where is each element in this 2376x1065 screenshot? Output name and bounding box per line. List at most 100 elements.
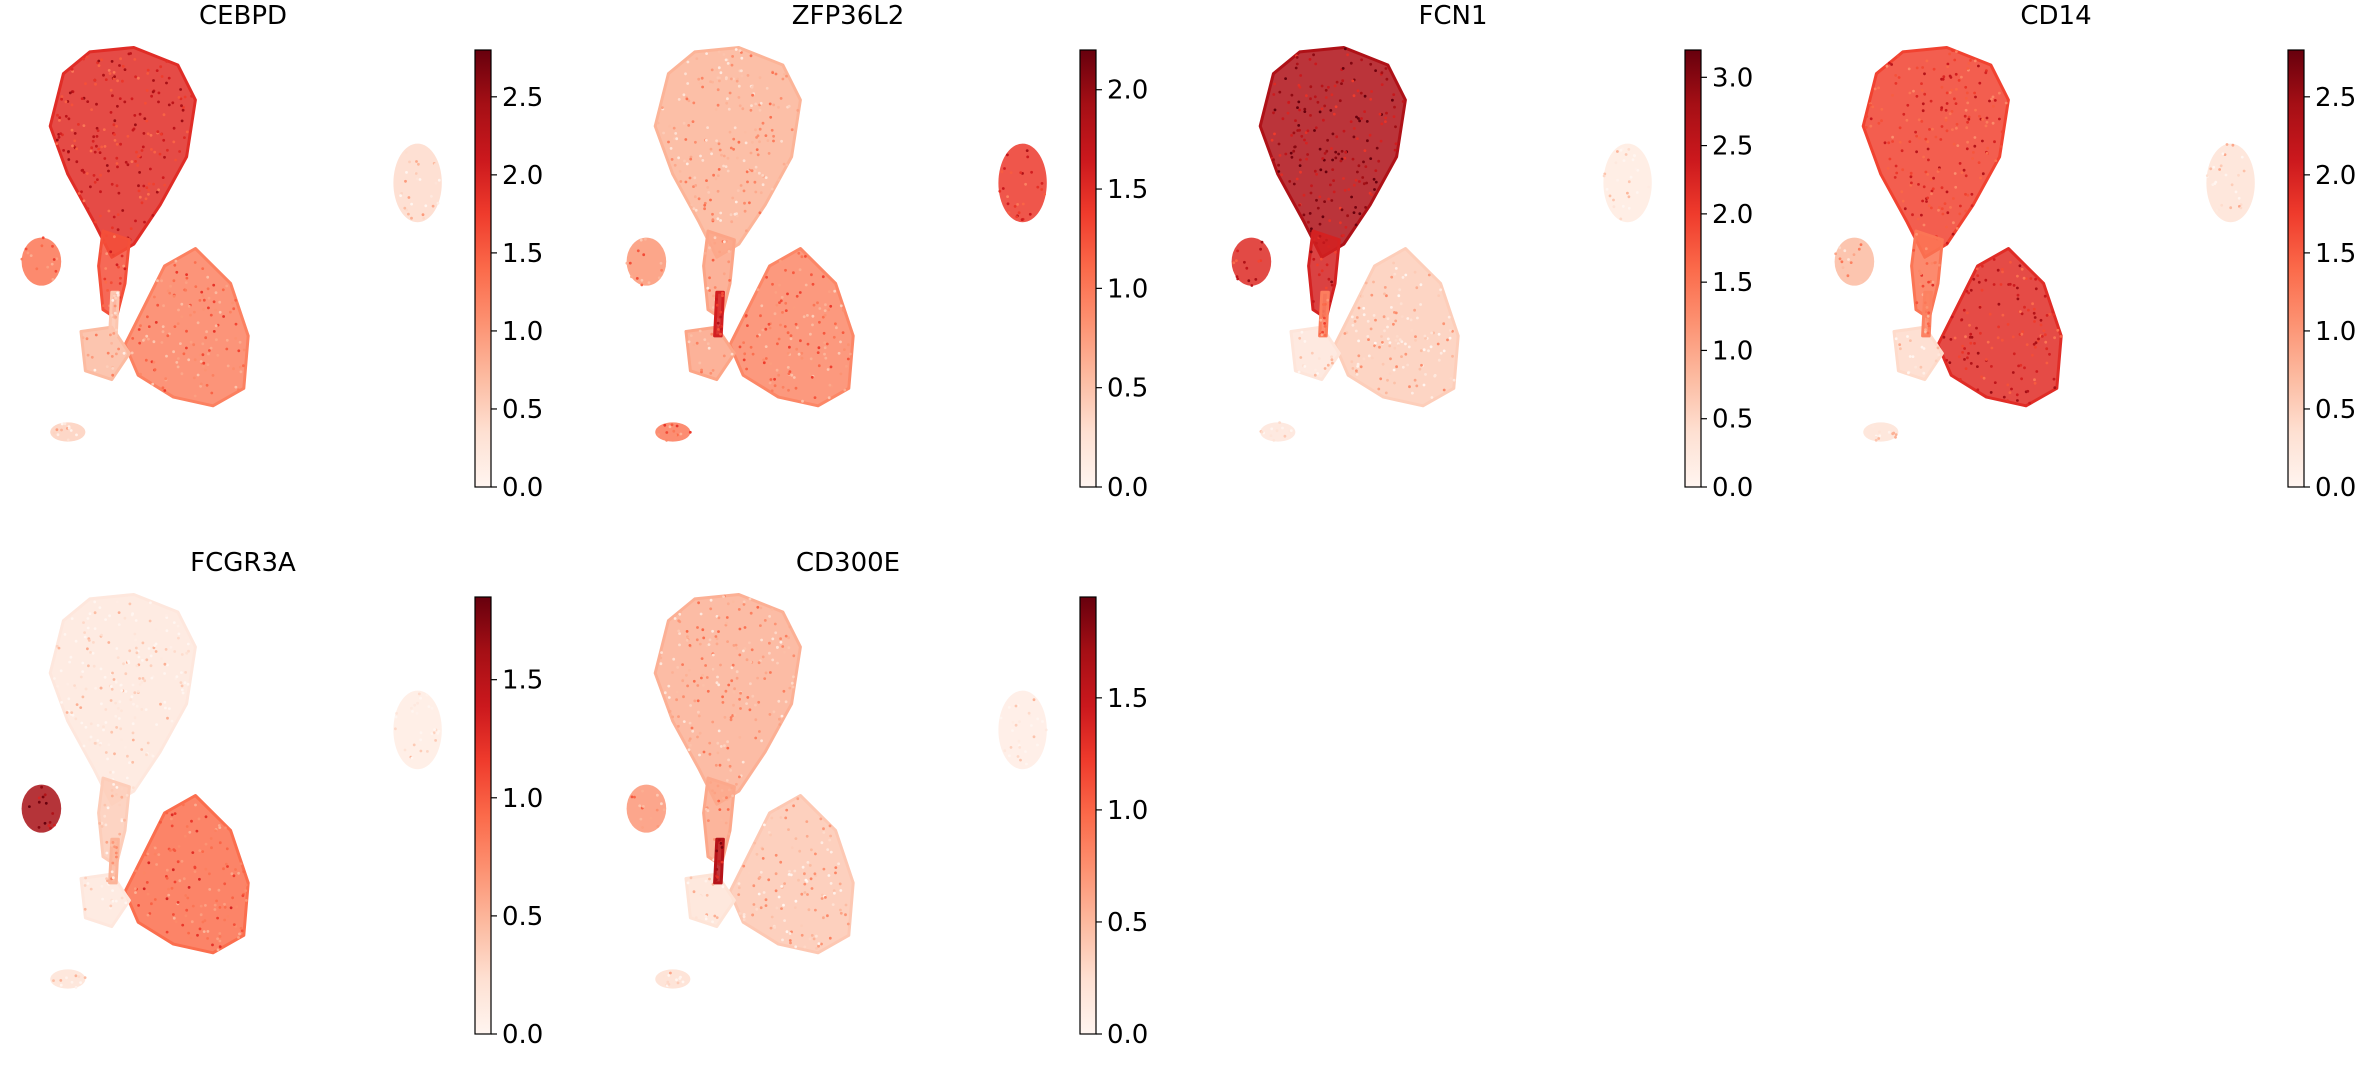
cell-point xyxy=(715,298,718,301)
cell-point xyxy=(682,93,686,97)
cell-point xyxy=(93,180,97,184)
cell-point xyxy=(781,77,785,81)
colorbar-tick-label: 0.5 xyxy=(1712,405,1753,435)
cell-point xyxy=(752,903,756,906)
cell-point xyxy=(792,804,795,808)
cell-point xyxy=(1977,161,1981,165)
cell-point xyxy=(183,95,187,99)
cell-point xyxy=(189,936,193,940)
cell-point xyxy=(639,817,643,821)
cell-point xyxy=(147,325,151,329)
cell-point xyxy=(1330,355,1333,359)
cell-point xyxy=(159,748,163,751)
cell-point xyxy=(1934,135,1938,139)
cell-point xyxy=(115,328,118,332)
cell-point xyxy=(52,979,55,982)
cell-point xyxy=(749,660,753,664)
cell-point xyxy=(58,119,61,122)
cell-point xyxy=(239,862,243,866)
cell-point xyxy=(759,191,763,195)
cell-point xyxy=(642,805,645,808)
cell-point xyxy=(764,357,768,360)
cell-point xyxy=(795,294,799,298)
cell-point xyxy=(223,918,227,922)
cell-point xyxy=(150,676,154,680)
cell-point xyxy=(723,240,726,244)
cell-point xyxy=(201,353,205,357)
cluster-nonclassical-left xyxy=(626,784,667,833)
cell-point xyxy=(784,700,788,704)
cell-point xyxy=(1011,720,1015,724)
cell-point xyxy=(730,352,734,356)
cell-point xyxy=(729,718,733,722)
cell-point xyxy=(1295,177,1299,181)
cell-point xyxy=(689,334,693,337)
cell-point xyxy=(80,974,84,978)
cell-point xyxy=(755,136,758,139)
cell-point xyxy=(2237,196,2241,200)
cell-point xyxy=(717,683,721,687)
cell-point xyxy=(74,639,78,643)
cell-point xyxy=(137,655,141,659)
cell-point xyxy=(717,50,721,54)
cell-point xyxy=(190,94,194,98)
cell-point xyxy=(1984,71,1988,75)
cell-point xyxy=(139,324,142,327)
cell-point xyxy=(166,289,170,293)
cell-point xyxy=(202,930,206,933)
cell-point xyxy=(28,805,31,808)
cell-point xyxy=(122,351,126,355)
cell-point xyxy=(186,682,190,686)
cell-point xyxy=(684,72,687,76)
cell-point xyxy=(762,884,766,888)
cell-point xyxy=(91,139,95,143)
cell-point xyxy=(780,139,783,143)
cell-point xyxy=(758,140,761,144)
cell-point xyxy=(2033,378,2036,382)
cell-point xyxy=(656,121,660,125)
cell-point xyxy=(1324,96,1328,99)
cell-point xyxy=(1950,110,1954,113)
cell-point xyxy=(187,304,191,308)
cell-point xyxy=(210,391,214,395)
cluster-nonclassical-left xyxy=(625,237,667,287)
cell-point xyxy=(717,799,721,803)
cell-point xyxy=(708,276,711,280)
cell-point xyxy=(1370,193,1373,197)
cell-point xyxy=(114,899,118,903)
cell-point xyxy=(784,634,788,638)
cell-point xyxy=(1294,66,1298,70)
cell-point xyxy=(107,169,110,173)
cell-point xyxy=(1917,136,1921,140)
cell-point xyxy=(166,334,170,338)
cell-point xyxy=(214,308,218,312)
cell-point xyxy=(1300,134,1304,138)
cell-point xyxy=(1894,74,1898,77)
cell-point xyxy=(1919,365,1923,369)
cell-point xyxy=(204,815,208,819)
cell-point xyxy=(699,81,702,85)
cell-point xyxy=(1281,426,1284,430)
cell-point xyxy=(1909,171,1913,175)
cell-point xyxy=(1247,279,1251,283)
cell-point xyxy=(2229,206,2233,210)
cell-point xyxy=(667,684,671,688)
cell-point xyxy=(1927,280,1930,284)
cell-point xyxy=(739,691,742,695)
cell-point xyxy=(787,636,790,640)
cell-point xyxy=(1236,277,1240,281)
cell-point xyxy=(52,258,56,261)
cell-point xyxy=(715,139,718,143)
cell-point xyxy=(1874,438,1878,442)
cell-point xyxy=(62,149,65,152)
cell-point xyxy=(769,926,773,930)
cell-point xyxy=(113,119,117,123)
cell-point xyxy=(154,650,158,653)
cell-point xyxy=(110,60,114,63)
cell-point xyxy=(116,707,120,710)
cell-point xyxy=(1303,340,1307,343)
cell-point xyxy=(163,662,167,666)
cell-point xyxy=(188,830,192,834)
cluster-cd16-monocytes xyxy=(728,794,855,955)
cell-point xyxy=(717,616,721,620)
